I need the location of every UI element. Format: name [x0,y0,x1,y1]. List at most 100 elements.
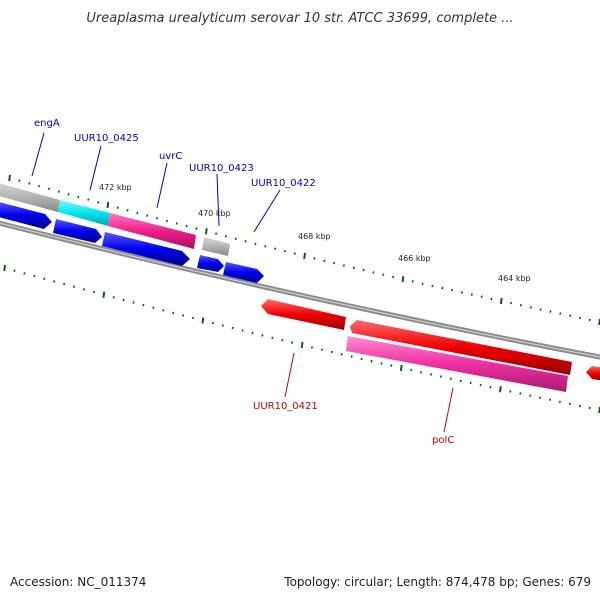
leader-uvrC [156,162,168,209]
scale-tick [37,184,41,188]
scale-tick [538,396,542,399]
label-UUR10-0423[interactable]: UUR10_0423 [189,163,254,174]
genome-backbone [0,220,600,360]
scale-tick [399,364,403,372]
scale-tick [323,259,326,263]
scale-tick [234,237,237,241]
scale-tick [529,306,532,309]
leader-UUR10-0421 [284,352,295,398]
scale-tick [431,284,434,288]
cds-UUR10-0423[interactable] [197,255,224,272]
scale-tick [460,291,464,294]
label-polC[interactable]: polC [432,435,454,446]
scale-tick [391,275,395,279]
leader-engA [31,132,45,177]
scale-tick [300,341,304,349]
scale-tick [509,301,513,305]
label-UUR10-0421[interactable]: UUR10_0421 [253,401,318,412]
scale-tick [224,235,228,238]
scale-tick [421,282,424,285]
scale-tick [43,277,46,280]
scale-tick [23,272,26,275]
scale-ticks-lower [3,264,600,414]
scale-tick [490,297,493,301]
label-UUR10-0422[interactable]: UUR10_0422 [251,178,316,189]
scale-tick [350,355,353,358]
scale-tick [142,303,145,307]
scale-tick [559,312,562,315]
scale-tick [303,252,306,260]
scale-tick [549,310,552,313]
cds-UUR10-0425[interactable] [53,219,102,243]
scale-tick [77,195,80,199]
gene-next-red[interactable] [586,366,600,381]
scale-tick [162,309,165,312]
gene-uvrC[interactable] [108,213,196,249]
cds-polC[interactable] [346,336,568,392]
scale-tick [221,324,224,327]
scale-tick [53,280,56,283]
gene-UUR10-0421[interactable] [261,299,346,330]
scale-tick [172,311,175,315]
scale-tick [132,301,135,304]
scale-tick [370,359,373,363]
scale-tick [509,390,512,393]
forward-leader-lines [31,132,281,233]
gene-UUR10-0423[interactable] [202,237,230,256]
scale-tick [499,297,503,305]
scale-tick [3,264,6,272]
scale-tick [122,298,125,302]
gene-UUR10-0425[interactable] [58,200,110,226]
scale-tick [441,286,444,290]
accession-text: Accession: NC_011374 [10,575,146,589]
cds-UUR10-0422[interactable] [223,262,264,283]
scale-tick [146,214,149,217]
scale-tick [191,316,195,320]
gene-engA[interactable] [0,182,60,212]
scale-tick [155,216,159,220]
scale-tick [390,364,393,367]
scale-tick [57,190,60,193]
scale-tick [241,329,244,332]
cds-engA[interactable] [0,201,52,229]
scale-tick [87,198,90,201]
scale-tick [342,264,346,267]
scale-tick [92,290,96,294]
scale-tick [112,296,115,299]
scale-tick [439,375,443,378]
scale-tick [96,201,100,204]
scale-tick [126,209,129,212]
scale-tick [588,318,591,322]
scale-tick [185,224,188,228]
scale-tick [251,331,254,335]
reverse-gene-track [261,299,600,392]
scale-tick [340,353,343,356]
scale-tick [450,288,454,292]
scale-tick [201,317,205,324]
scale-tick [165,219,169,223]
scale-tick [330,350,334,354]
scale-tick [548,398,552,401]
scale-tick [568,314,572,317]
scale-tick [479,383,482,387]
scale-tick [352,266,355,270]
scale-tick [568,402,572,406]
scale-tick [578,404,581,408]
scale-tick [519,392,522,395]
scale-label-472: 472 kbp [99,183,132,192]
scale-tick [411,280,414,283]
scale-tick [33,274,36,278]
scale-tick [419,371,423,374]
scale-tick [410,368,413,372]
label-engA[interactable]: engA [34,118,60,129]
label-uvrC[interactable]: uvrC [159,151,182,162]
scale-tick [360,357,363,361]
scale-tick [47,187,51,191]
scale-tick [489,385,492,389]
label-UUR10-0425[interactable]: UUR10_0425 [74,133,139,144]
gene-polC[interactable] [350,320,572,375]
cds-uvrC[interactable] [102,232,190,266]
genome-stats-text: Topology: circular; Length: 874,478 bp; … [283,575,591,589]
scale-tick [261,334,264,337]
scale-tick [362,268,365,272]
